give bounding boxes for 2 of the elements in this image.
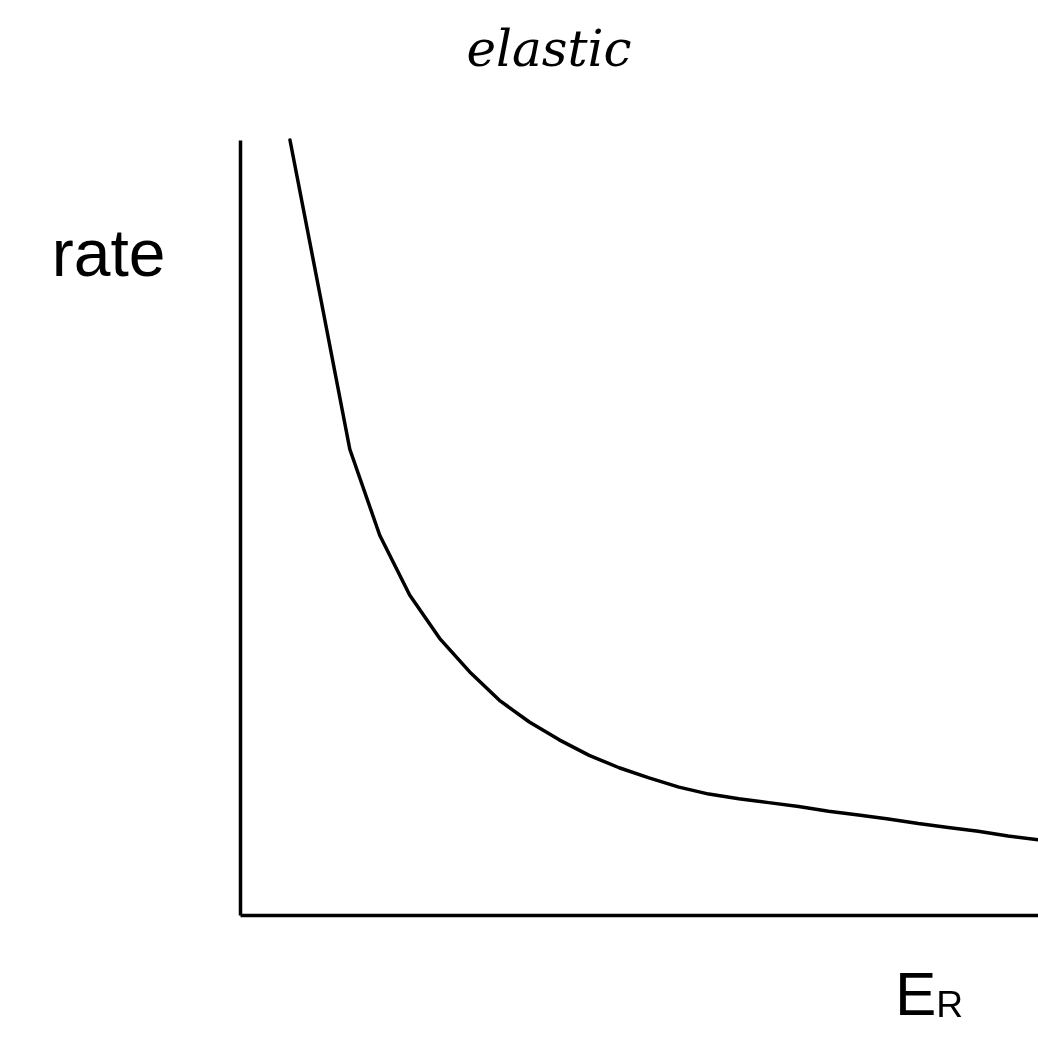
chart-title: elastic — [466, 20, 632, 79]
y-axis-title: rate — [51, 215, 166, 290]
